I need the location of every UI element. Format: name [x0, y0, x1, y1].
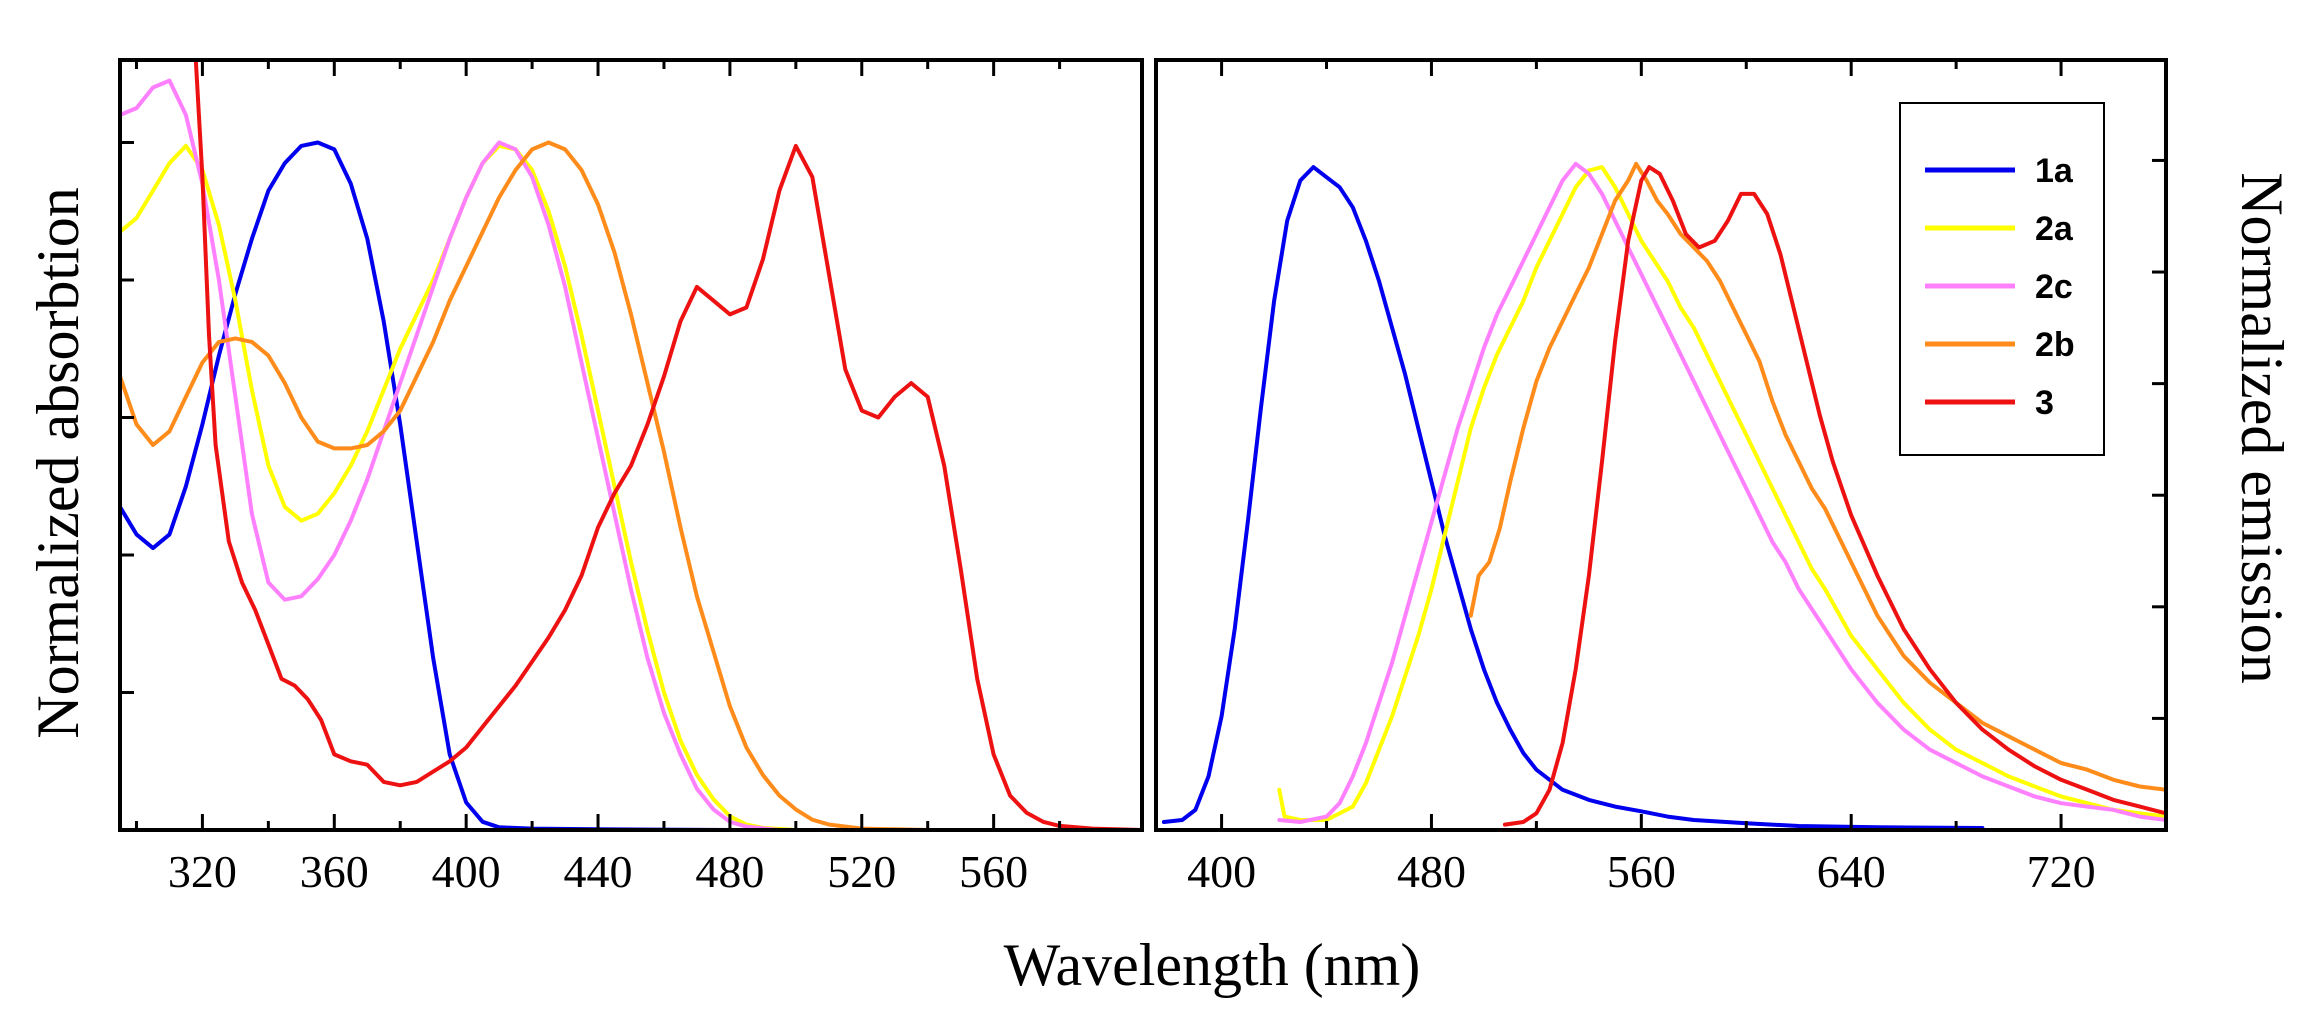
- left-x-tick-label: 520: [827, 846, 896, 897]
- left-y-axis-title: Normalized absorbtion: [25, 187, 91, 739]
- x-axis-title: Wavelength (nm): [1004, 932, 1421, 998]
- right-y-axis-title: Normalized emission: [2229, 172, 2295, 684]
- left-x-tick-label: 360: [300, 846, 369, 897]
- left-x-tick-label: 480: [695, 846, 764, 897]
- left-series-2b: [120, 140, 930, 830]
- right-series-3: [1502, 165, 2166, 827]
- left-x-tick-label: 440: [564, 846, 633, 897]
- emission-axis-ticks: 400 480 560 640 720: [1187, 60, 2168, 897]
- legend: 1a 2a 2c 2b 3: [1899, 102, 2105, 456]
- left-x-tick-label: 560: [959, 846, 1028, 897]
- right-series-1a: [1161, 165, 1985, 830]
- emission-plot-frame: [1154, 58, 2168, 832]
- legend-label-1a: 1a: [2035, 152, 2074, 190]
- legend-box: [1899, 102, 2105, 456]
- left-x-tick-label: 400: [432, 846, 501, 897]
- right-x-tick-label: 480: [1397, 846, 1466, 897]
- right-x-tick-label: 640: [1817, 846, 1886, 897]
- legend-label-2a: 2a: [2035, 210, 2074, 248]
- right-x-tick-label: 400: [1187, 846, 1256, 897]
- right-series-2b: [1468, 161, 2166, 792]
- right-x-tick-label: 720: [2027, 846, 2096, 897]
- absorption-plot-frame: [118, 58, 1144, 832]
- absorption-panel: 320 360 400 440 480 520 560: [118, 58, 1144, 897]
- left-series-3: [193, 60, 1142, 830]
- legend-label-2c: 2c: [2035, 268, 2073, 306]
- right-series-2c: [1277, 161, 2166, 824]
- left-series-1a: [120, 140, 732, 830]
- right-series-2a: [1277, 165, 2166, 822]
- absorption-axis-ticks: 320 360 400 440 480 520 560: [120, 60, 1062, 897]
- absorption-series-lines: [120, 60, 1142, 830]
- left-x-tick-label: 320: [168, 846, 237, 897]
- legend-label-3: 3: [2035, 384, 2054, 422]
- emission-panel: 400 480 560 640 720: [1154, 58, 2168, 897]
- legend-label-2b: 2b: [2035, 326, 2075, 364]
- emission-series-lines: [1161, 161, 2166, 830]
- right-x-tick-label: 560: [1607, 846, 1676, 897]
